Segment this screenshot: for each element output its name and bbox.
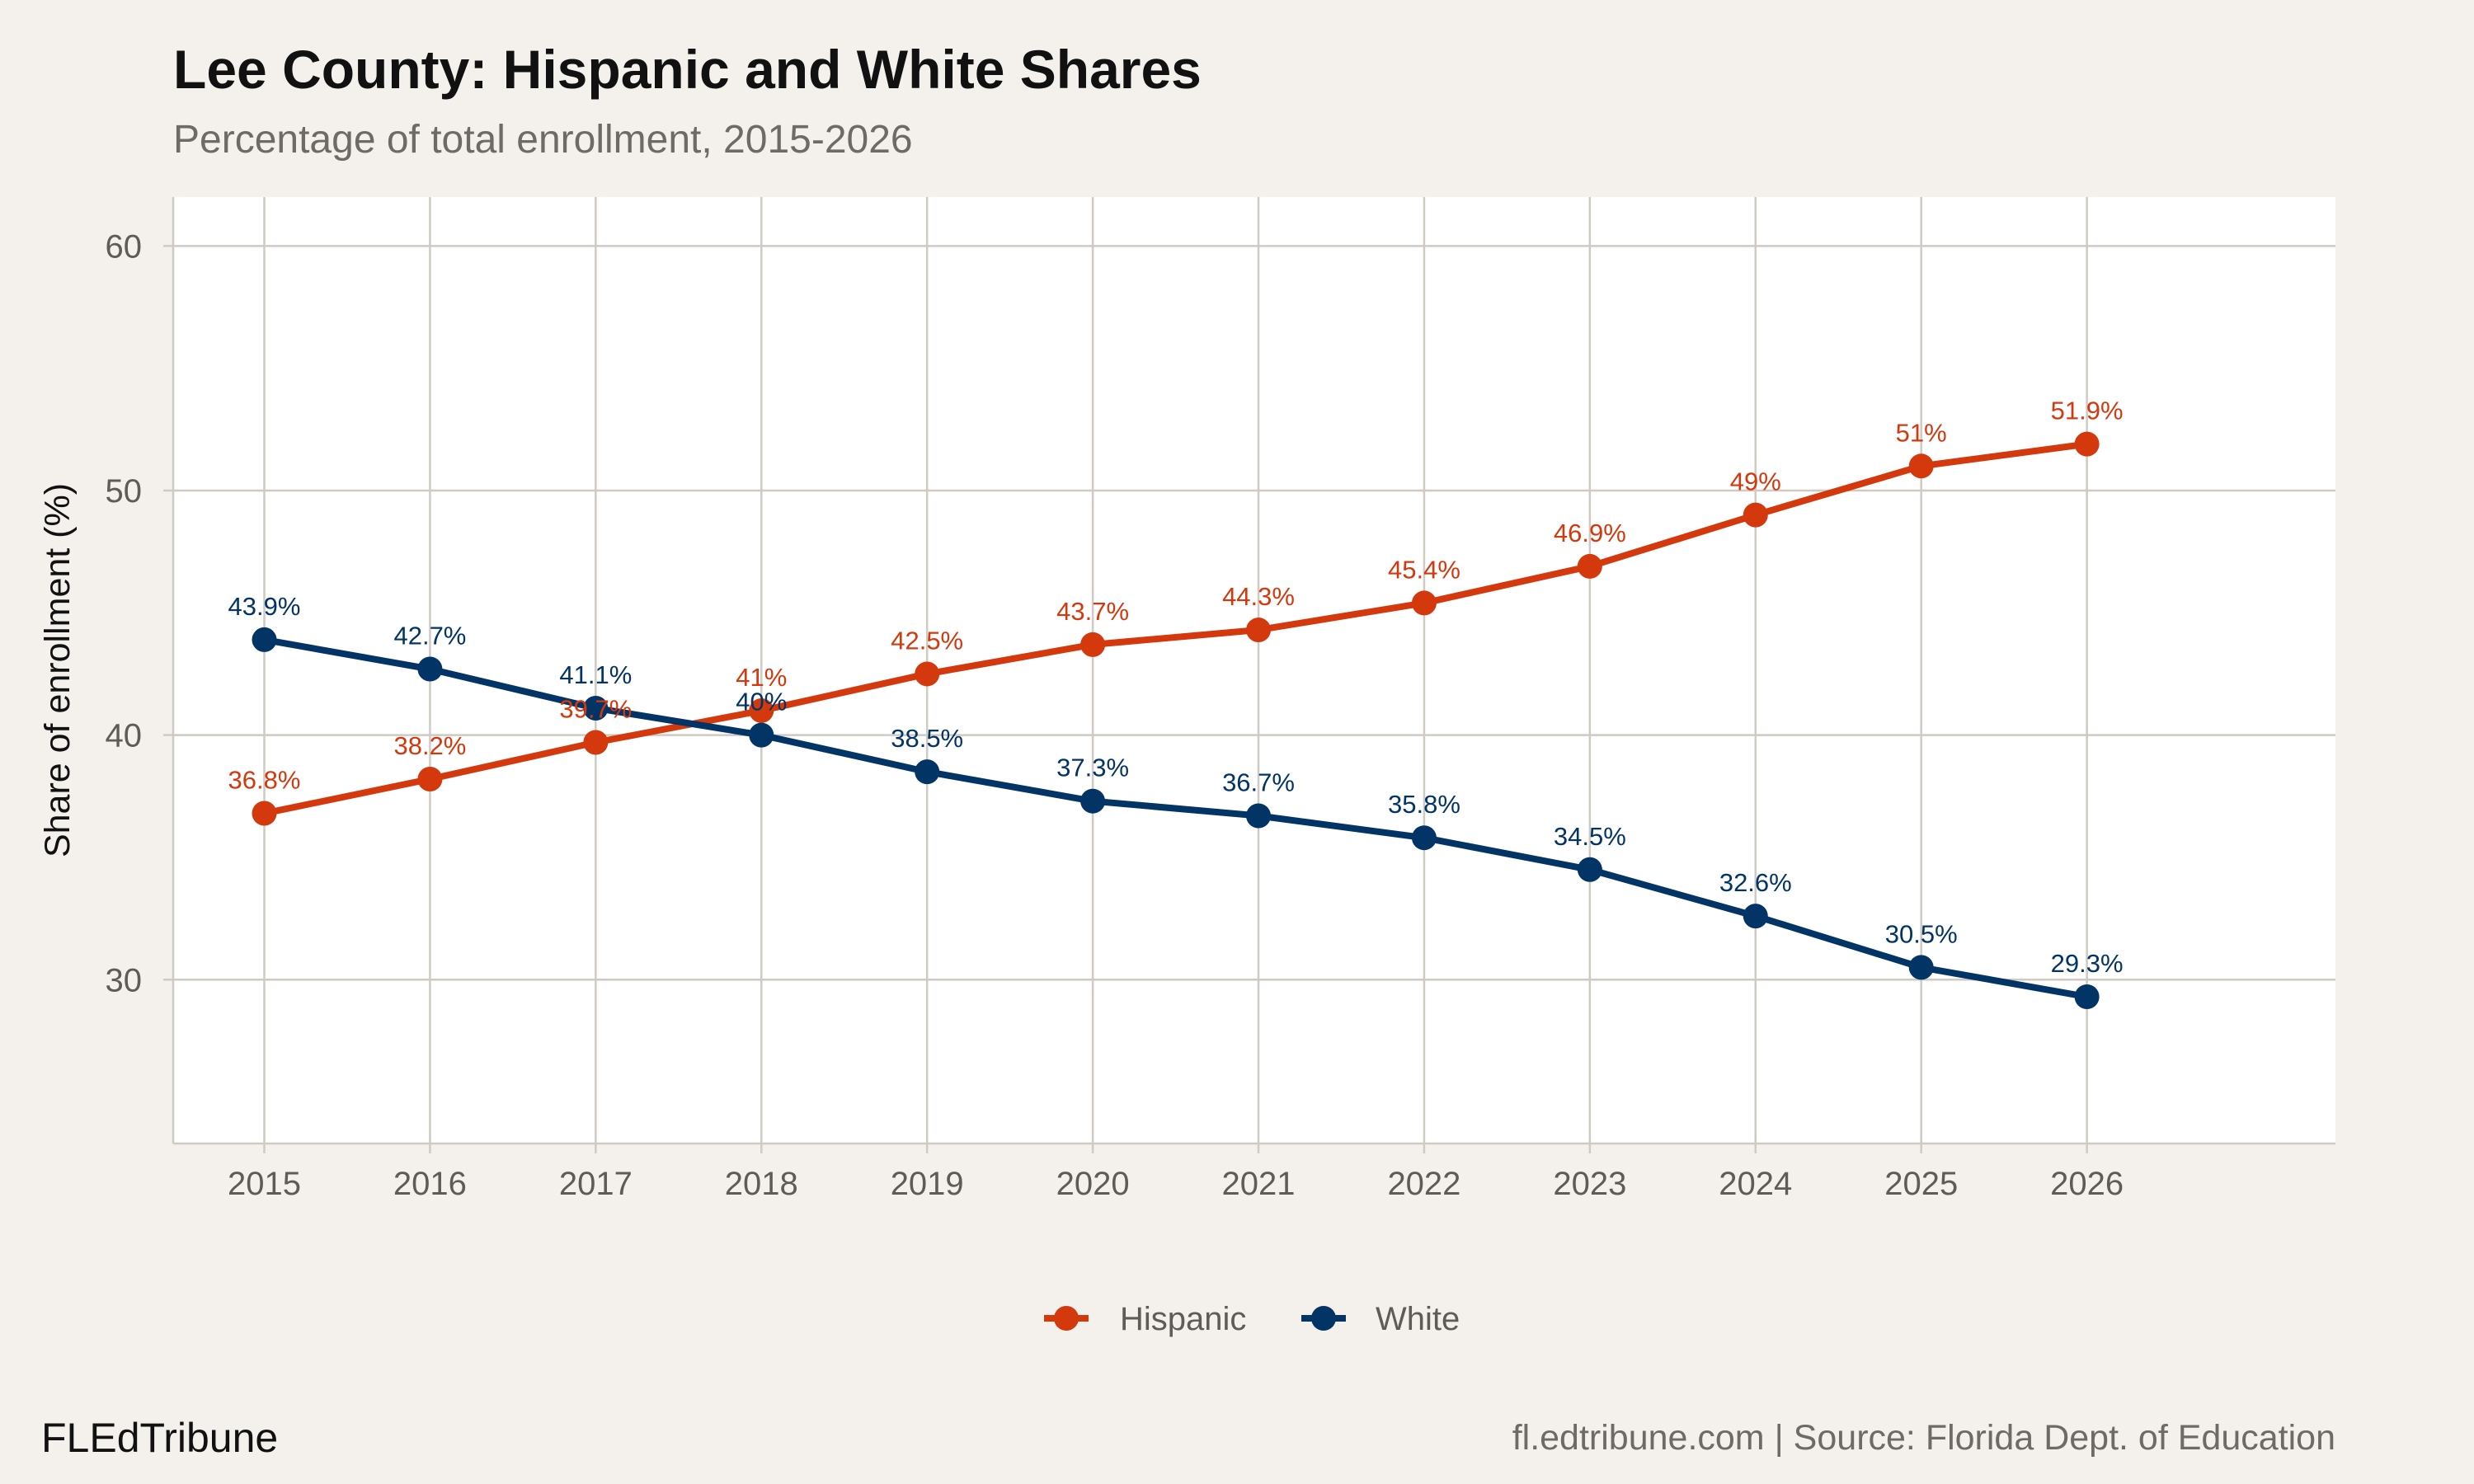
data-point-white [749,722,774,748]
data-label-white: 32.6% [1719,868,1792,897]
x-tick-label: 2019 [891,1166,964,1202]
data-label-hispanic: 43.7% [1056,597,1129,626]
data-label-white: 41.1% [559,660,632,689]
data-point-hispanic [749,697,774,723]
x-tick-label: 2026 [2050,1166,2124,1202]
data-label-hispanic: 44.3% [1222,582,1295,611]
data-label-white: 37.3% [1056,754,1129,782]
data-point-white [1246,803,1272,829]
legend-label-white: White [1376,1301,1460,1337]
data-label-white: 36.7% [1222,768,1295,797]
data-point-white [1080,788,1106,814]
data-point-hispanic [1080,632,1106,657]
x-tick-label: 2022 [1387,1166,1460,1202]
data-point-hispanic [1577,553,1602,579]
data-label-hispanic: 41% [736,663,787,692]
x-tick-label: 2015 [228,1166,301,1202]
source-caption: fl.edtribune.com | Source: Florida Dept.… [1512,1418,2335,1458]
y-tick-label: 60 [106,228,143,265]
data-label-white: 38.5% [891,724,963,753]
data-label-hispanic: 38.2% [393,731,466,760]
data-label-white: 40% [736,688,787,716]
data-label-white: 30.5% [1885,919,1958,948]
data-label-white: 43.9% [228,592,301,621]
data-label-white: 35.8% [1388,790,1460,819]
y-tick-label: 40 [106,718,143,754]
y-tick-label: 30 [106,962,143,998]
brand-label: FLEdTribune [41,1415,279,1461]
data-label-hispanic: 46.9% [1554,519,1626,547]
data-label-hispanic: 51.9% [2051,397,2124,425]
data-point-hispanic [1908,453,1934,479]
series-line-white [263,636,2088,1000]
y-tick-label: 50 [106,473,143,510]
x-tick-label: 2017 [559,1166,633,1202]
legend-label-hispanic: Hispanic [1120,1301,1246,1337]
y-axis-title: Share of enrollment (%) [38,483,78,857]
data-point-white [1411,825,1437,851]
x-tick-label: 2024 [1719,1166,1792,1202]
data-point-hispanic [583,730,609,755]
data-point-white [1743,904,1768,929]
data-point-hispanic [915,661,940,687]
data-label-hispanic: 39.7% [559,695,632,724]
data-label-white: 29.3% [2051,949,2124,978]
data-point-hispanic [417,767,443,792]
data-point-white [583,695,609,721]
data-point-hispanic [1246,618,1272,643]
x-tick-label: 2016 [393,1166,467,1202]
legend-key-point-white [1311,1306,1336,1331]
series-line-hispanic [263,440,2088,817]
data-point-white [1908,955,1934,980]
data-point-white [417,656,443,682]
data-label-white: 42.7% [393,622,466,650]
plot-panel [173,197,2335,1144]
data-label-hispanic: 45.4% [1388,555,1460,584]
x-tick-label: 2025 [1884,1166,1958,1202]
data-point-white [1577,857,1602,882]
data-label-hispanic: 51% [1896,418,1947,447]
data-point-hispanic [1411,590,1437,616]
x-tick-label: 2018 [725,1166,798,1202]
chart-subtitle: Percentage of total enrollment, 2015-202… [173,118,913,162]
x-tick-label: 2023 [1553,1166,1626,1202]
data-point-hispanic [2074,431,2100,457]
data-point-white [915,759,940,785]
data-label-hispanic: 36.8% [228,766,301,795]
data-point-hispanic [1743,502,1768,528]
data-point-white [252,627,277,652]
data-label-hispanic: 42.5% [891,626,963,655]
legend-key-point-hispanic [1054,1306,1079,1331]
data-point-white [2074,984,2100,1010]
chart-title: Lee County: Hispanic and White Shares [173,39,1202,100]
data-label-hispanic: 49% [1730,467,1781,496]
x-tick-label: 2020 [1056,1166,1130,1202]
data-label-white: 34.5% [1554,822,1626,851]
data-point-hispanic [252,801,277,826]
x-tick-label: 2021 [1222,1166,1296,1202]
